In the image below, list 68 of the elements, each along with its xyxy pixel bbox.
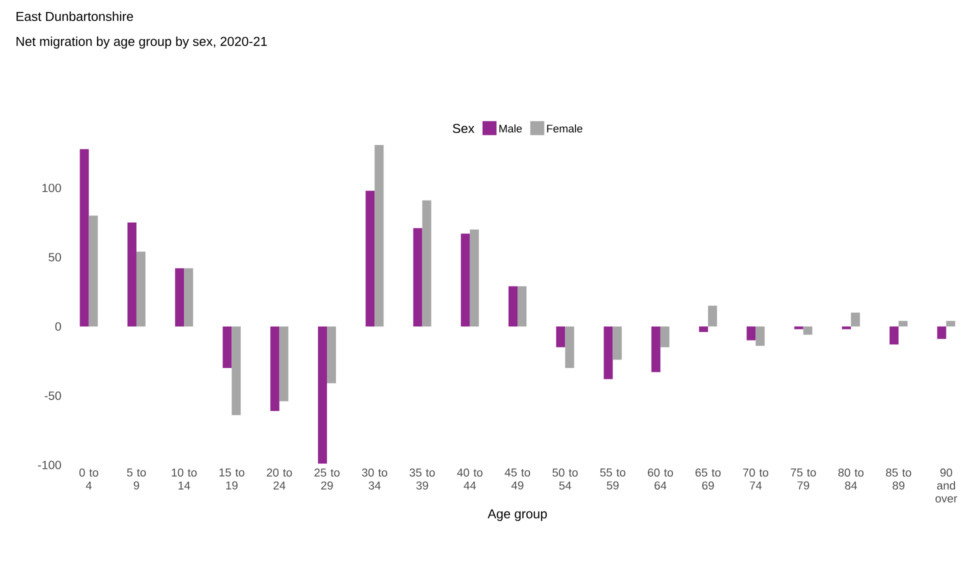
legend-title: Sex: [452, 124, 474, 134]
bar: [565, 326, 574, 368]
y-tick-label: -100: [38, 460, 62, 470]
x-axis-title: Age group: [488, 509, 547, 521]
bar: [756, 326, 765, 346]
bar: [850, 312, 860, 326]
legend-label: Female: [547, 124, 582, 132]
bar: [374, 144, 384, 326]
bar: [270, 326, 280, 411]
bar: [898, 320, 908, 326]
bar: [708, 306, 718, 326]
bar: [460, 234, 470, 326]
x-tick-label: 0 to 4: [79, 468, 98, 490]
bar: [890, 326, 899, 344]
x-tick-label: 65 to 69: [696, 468, 721, 490]
x-tick-label: 10 to 14: [172, 468, 197, 490]
x-tick-label: 55 to 59: [600, 468, 626, 490]
x-tick-label: 60 to 64: [648, 468, 673, 490]
x-tick-label: 40 to 44: [457, 468, 482, 490]
bar: [937, 326, 946, 339]
bar: [660, 326, 670, 348]
bar: [279, 326, 288, 402]
bar: [127, 222, 136, 326]
x-tick-label: 30 to 34: [362, 468, 388, 490]
chart-title: East Dunbartonshire: [16, 12, 133, 22]
x-tick-label: 5 to 9: [127, 468, 146, 490]
x-tick-label: 50 to 54: [552, 468, 578, 490]
bar: [422, 200, 432, 326]
bar: [318, 326, 327, 464]
legend-label: Male: [499, 124, 522, 132]
chart-subtitle: Net migration by age group by sex, 2020-21: [16, 36, 267, 49]
bar: [366, 190, 375, 326]
bar: [518, 286, 527, 326]
x-tick-label: 25 to 29: [314, 468, 340, 490]
bar: [136, 252, 146, 326]
x-tick-label: 15 to 19: [220, 468, 244, 490]
x-tick-label: 80 to 84: [838, 468, 864, 490]
x-tick-label: 45 to 49: [504, 468, 530, 490]
bar: [842, 326, 851, 330]
bar: [612, 326, 622, 360]
y-tick-label: 0: [55, 322, 62, 331]
x-tick-label: 20 to 24: [266, 468, 292, 490]
bar: [746, 326, 756, 340]
x-tick-label: 75 to 79: [790, 468, 816, 490]
x-tick-label: 90 and over: [936, 468, 958, 503]
bar: [699, 326, 708, 332]
y-tick-label: 100: [42, 184, 62, 192]
bar: [556, 326, 566, 348]
bar: [803, 326, 812, 335]
bar: [413, 228, 422, 326]
y-tick-label: 50: [48, 252, 62, 262]
bar: [222, 326, 232, 368]
bar: [946, 320, 956, 326]
x-tick-label: 70 to 74: [743, 468, 768, 490]
bar: [604, 326, 613, 380]
bar: [508, 286, 518, 326]
bar: [470, 229, 479, 326]
bar: [651, 326, 660, 372]
x-tick-label: 85 to 89: [886, 468, 912, 490]
bar: [80, 149, 89, 326]
y-tick-label: -50: [44, 391, 62, 400]
bar: [175, 268, 184, 326]
bar: [88, 216, 98, 326]
bar: [184, 268, 194, 326]
bar: [232, 326, 241, 416]
bar: [794, 326, 804, 330]
x-tick-label: 35 to 39: [410, 468, 435, 490]
bar: [326, 326, 336, 384]
